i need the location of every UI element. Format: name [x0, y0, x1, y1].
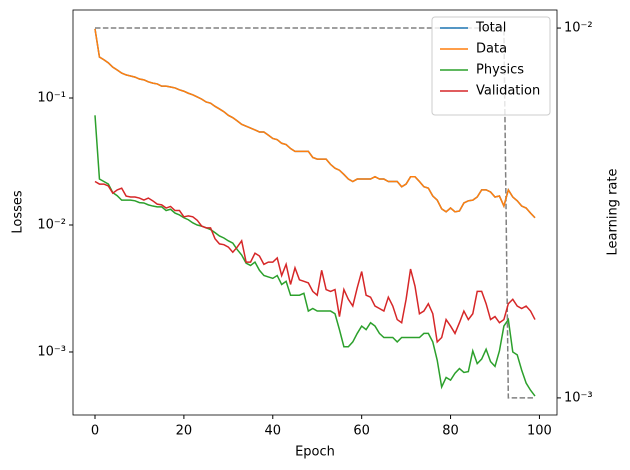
series-line	[94, 180, 536, 344]
series-line	[94, 115, 536, 397]
legend-label: Data	[476, 42, 507, 57]
x-tick-label: 80	[442, 424, 459, 439]
x-axis-label: Epoch	[295, 445, 335, 460]
y-tick-label: 10⁻³	[37, 344, 66, 359]
x-tick-label: 20	[176, 424, 193, 439]
legend-label: Total	[475, 21, 506, 36]
x-tick-label: 40	[265, 424, 282, 439]
y-tick-label: 10⁻²	[37, 217, 66, 232]
y-axis-label: Losses	[11, 190, 26, 234]
legend-label: Validation	[476, 84, 540, 99]
x-tick-label: 0	[91, 424, 99, 439]
y2-tick-label: 10⁻²	[564, 21, 593, 36]
series-line	[94, 28, 536, 219]
x-tick-label: 60	[353, 424, 370, 439]
legend-label: Physics	[476, 63, 524, 78]
x-tick-label: 100	[527, 424, 552, 439]
y-tick-label: 10⁻¹	[37, 90, 66, 105]
y2-tick-label: 10⁻³	[564, 390, 593, 405]
plot-frame	[72, 9, 558, 416]
y2-axis-label: Learning rate	[606, 169, 621, 256]
legend: Total Data Physics Validation	[431, 16, 551, 116]
